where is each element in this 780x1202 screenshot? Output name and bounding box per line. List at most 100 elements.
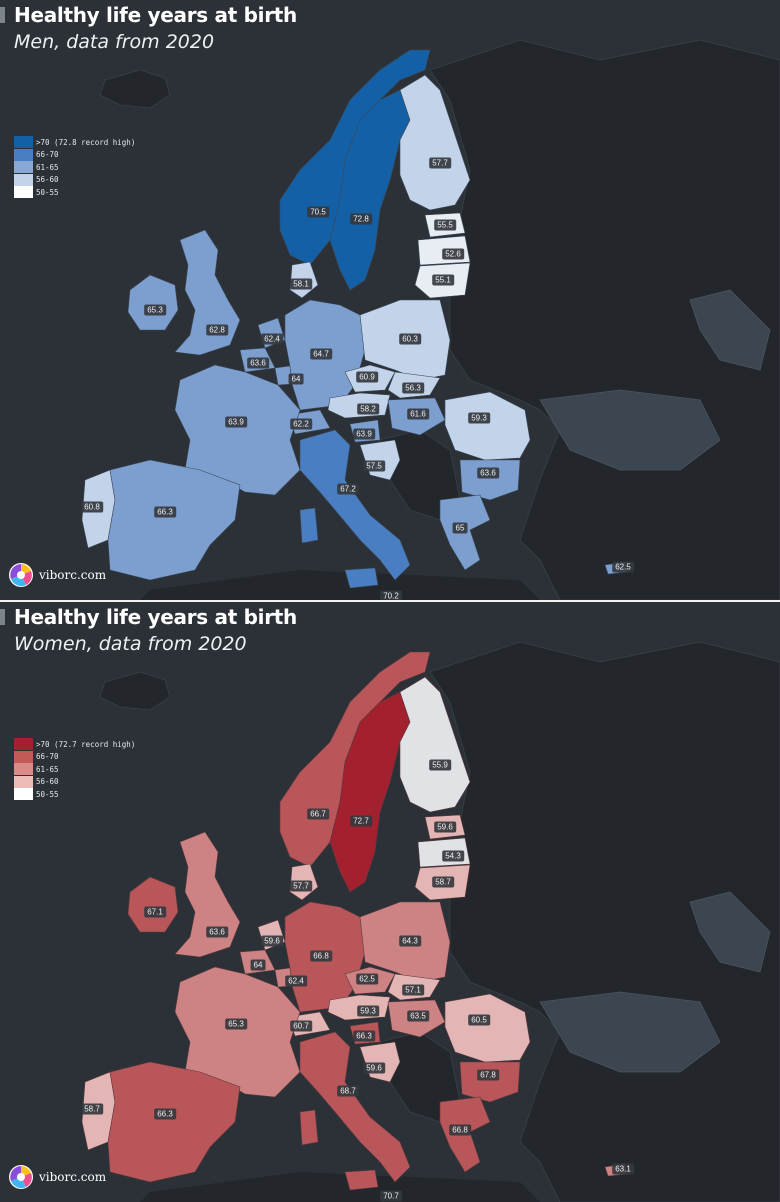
country-finland: [399, 676, 471, 813]
value-label-spain: 66.3: [154, 506, 176, 518]
country-france: [174, 364, 301, 496]
country-spain: [107, 459, 241, 581]
value-label-italy: 68.7: [337, 1085, 359, 1097]
map-panel-women: Healthy life years at birth Women, data …: [0, 602, 780, 1202]
title-accent: [0, 609, 5, 625]
brand-text: viborc.com: [39, 1170, 107, 1184]
map-title: Healthy life years at birth: [14, 3, 297, 27]
value-label-croatia: 59.6: [363, 1062, 385, 1074]
country-italy: [299, 1031, 411, 1183]
map-men: [0, 0, 780, 600]
legend-label: 56-60: [36, 777, 59, 786]
value-label-estonia: 59.6: [434, 821, 456, 833]
legend-label: 50-55: [36, 187, 59, 197]
brand: viborc.com: [8, 562, 106, 588]
country-italy: [344, 567, 379, 589]
map-women: [0, 602, 780, 1202]
legend: >70 (72.8 record high) 66-70 61-65 56-60…: [14, 136, 135, 199]
value-label-croatia: 57.5: [363, 460, 385, 472]
legend-item: 61-65: [14, 763, 135, 775]
non-eu-land: [140, 1172, 540, 1202]
country-italy: [299, 1109, 319, 1146]
value-label-portugal: 60.8: [81, 501, 103, 513]
legend-swatch: [14, 148, 33, 161]
legend-item: 56-60: [14, 173, 135, 186]
value-label-hungary: 63.5: [407, 1010, 429, 1022]
country-italy: [299, 429, 411, 581]
value-label-uk: 62.8: [206, 324, 228, 336]
country-ireland: [127, 876, 179, 933]
value-label-denmark: 58.1: [290, 278, 312, 290]
country-spain: [107, 1061, 241, 1183]
value-label-slovenia: 63.9: [353, 428, 375, 440]
value-label-malta: 70.2: [380, 590, 402, 600]
value-label-sweden: 72.8: [350, 213, 372, 225]
value-label-norway: 70.5: [307, 206, 329, 218]
value-label-austria: 59.3: [357, 1005, 379, 1017]
value-label-finland: 57.7: [429, 157, 451, 169]
panel-divider: [0, 600, 780, 602]
country-ireland: [127, 274, 179, 331]
value-label-romania: 60.5: [468, 1014, 490, 1026]
map-subtitle: Men, data from 2020: [14, 31, 215, 53]
legend-item: 61-65: [14, 161, 135, 173]
country-bulgaria: [459, 1061, 521, 1103]
value-label-france: 63.9: [225, 416, 247, 428]
value-label-latvia: 52.6: [442, 248, 464, 260]
iceland: [99, 69, 171, 109]
legend-item: 66-70: [14, 750, 135, 763]
value-label-luxembourg: 62.4: [285, 975, 307, 987]
value-label-netherlands: 62.4: [261, 333, 283, 345]
country-finland: [399, 74, 471, 211]
legend-label: >70 (72.8 record high): [36, 137, 136, 147]
value-label-belgium: 63.6: [247, 357, 269, 369]
legend-item: >70 (72.8 record high): [14, 136, 135, 148]
country-france: [174, 966, 301, 1098]
value-label-sweden: 72.7: [350, 815, 372, 827]
legend-label: 50-55: [36, 789, 59, 799]
legend-label: 66-70: [36, 150, 59, 159]
viborc-logo-icon: [9, 563, 33, 587]
legend-swatch: [14, 763, 33, 775]
legend-label: >70 (72.7 record high): [36, 739, 136, 749]
value-label-slovakia: 57.1: [402, 984, 424, 996]
country-bulgaria: [459, 459, 521, 501]
legend-swatch: [14, 186, 33, 198]
legend-item: 50-55: [14, 788, 135, 800]
country-romania: [444, 391, 531, 461]
legend-swatch: [14, 173, 33, 186]
value-label-denmark: 57.7: [290, 880, 312, 892]
value-label-greece: 65: [452, 522, 468, 534]
value-label-hungary: 61.6: [407, 408, 429, 420]
value-label-latvia: 54.3: [442, 850, 464, 862]
value-label-finland: 55.9: [429, 759, 451, 771]
value-label-switzerland: 60.7: [290, 1020, 312, 1032]
non-eu-land: [539, 991, 721, 1073]
value-label-cyprus: 62.5: [612, 561, 634, 573]
value-label-czechia: 62.5: [356, 973, 378, 985]
value-label-netherlands: 59.6: [261, 935, 283, 947]
value-label-bulgaria: 67.8: [477, 1069, 499, 1081]
country-romania: [444, 993, 531, 1063]
value-label-poland: 64.3: [399, 935, 421, 947]
value-label-ireland: 67.1: [144, 906, 166, 918]
value-label-romania: 59.3: [468, 412, 490, 424]
legend-swatch: [14, 161, 33, 173]
brand: viborc.com: [8, 1164, 106, 1190]
legend-label: 61-65: [36, 764, 59, 774]
value-label-lithuania: 55.1: [432, 274, 454, 286]
legend-label: 66-70: [36, 752, 59, 761]
value-label-austria: 58.2: [357, 403, 379, 415]
legend-item: 66-70: [14, 148, 135, 161]
country-uk: [174, 229, 241, 356]
legend-item: >70 (72.7 record high): [14, 738, 135, 750]
value-label-luxembourg: 64: [288, 373, 304, 385]
legend-swatch: [14, 788, 33, 800]
title-accent: [0, 7, 5, 23]
value-label-poland: 60.3: [399, 333, 421, 345]
value-label-lithuania: 58.7: [432, 876, 454, 888]
legend-swatch: [14, 750, 33, 763]
value-label-belgium: 64: [250, 959, 266, 971]
map-title: Healthy life years at birth: [14, 605, 297, 629]
legend-label: 56-60: [36, 175, 59, 184]
